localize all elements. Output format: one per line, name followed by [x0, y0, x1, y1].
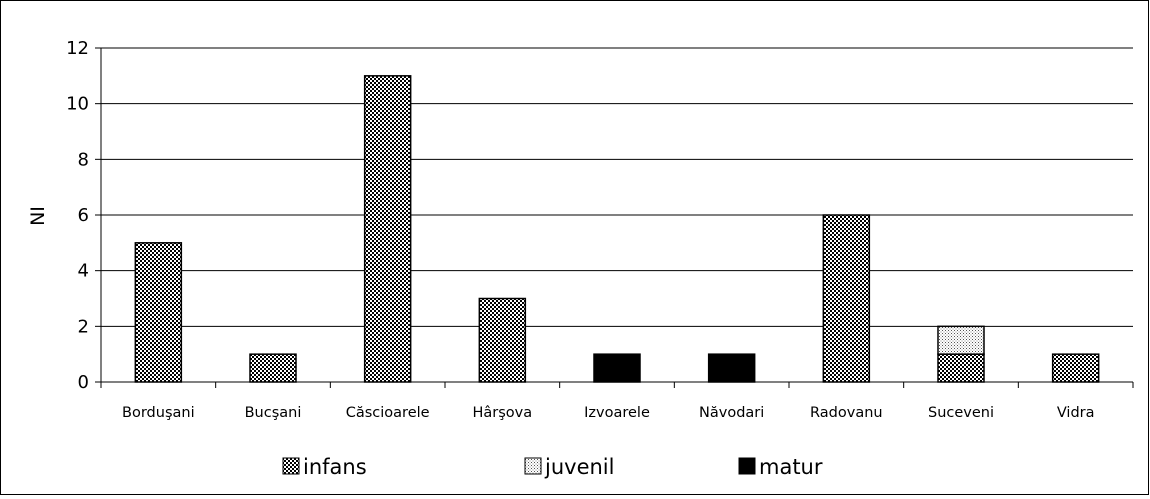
y-tick-label: 12 — [66, 38, 89, 59]
bar-infans — [363, 75, 412, 383]
x-tick-label: Năvodari — [699, 405, 764, 421]
legend-swatch-infans — [282, 457, 300, 475]
bar-matur — [593, 353, 641, 383]
x-tick-labels: Borduşani Bucşani Căscioarele Hârşova Izvoar… — [122, 405, 1094, 421]
y-tick-label: 6 — [78, 205, 89, 226]
legend-label-juvenil: juvenil — [544, 455, 614, 479]
bar-infans — [249, 353, 297, 383]
legend-label-matur: matur — [759, 455, 823, 479]
bar-infans — [134, 242, 183, 383]
bars — [134, 75, 1100, 383]
x-tick-label: Izvoarele — [584, 405, 650, 421]
bar-infans — [937, 353, 985, 383]
x-tick-label: Hârşova — [473, 405, 533, 421]
y-tick-label: 0 — [78, 372, 89, 393]
y-tick-label: 2 — [78, 316, 89, 337]
bar-juvenil — [937, 325, 985, 355]
x-tick-label: Borduşani — [122, 405, 195, 421]
x-tick-label: Suceveni — [928, 405, 994, 421]
x-tick-label: Căscioarele — [346, 405, 430, 421]
legend: infans juvenil matur — [282, 455, 823, 479]
bar-matur — [707, 353, 756, 383]
y-tick-label: 4 — [78, 261, 89, 282]
x-tick-label: Radovanu — [810, 405, 883, 421]
legend-swatch-matur — [738, 457, 756, 475]
y-axis-label: NI — [27, 206, 49, 226]
y-tick-labels: 0 2 4 6 8 10 12 — [66, 38, 89, 393]
bar-infans — [1051, 353, 1100, 383]
legend-swatch-juvenil — [524, 457, 542, 475]
y-tick-label: 10 — [66, 94, 89, 115]
y-tick-label: 8 — [78, 149, 89, 170]
legend-label-infans: infans — [303, 455, 367, 479]
x-tick-label: Bucşani — [245, 405, 302, 421]
x-tick-label: Vidra — [1057, 405, 1095, 421]
bar-infans — [822, 214, 871, 383]
bar-infans — [478, 297, 527, 383]
